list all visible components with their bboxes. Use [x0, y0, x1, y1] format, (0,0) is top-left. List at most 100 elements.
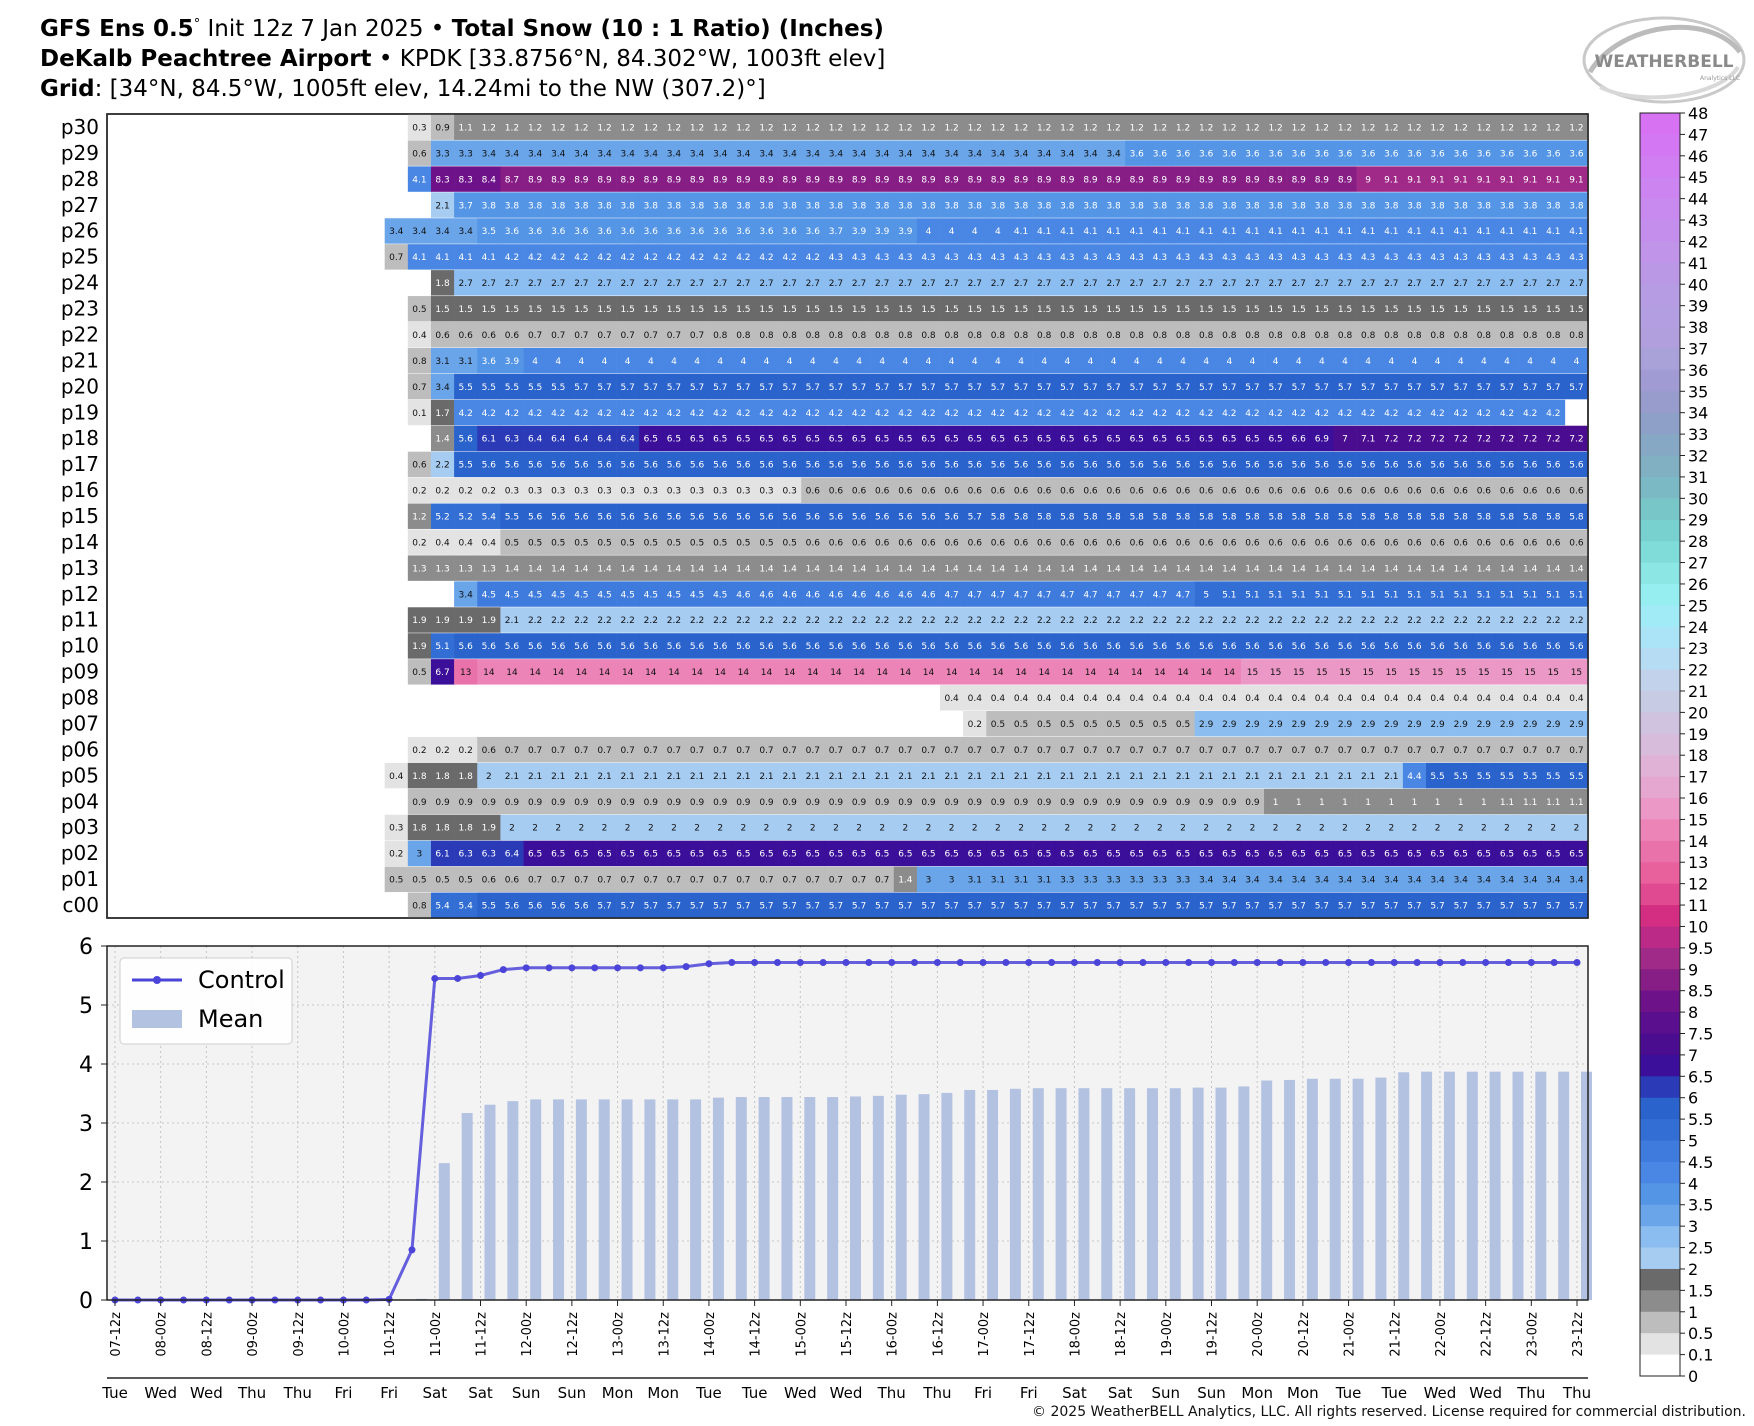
heat-cell-value: 0.9 [1083, 798, 1098, 808]
heat-cell [592, 218, 617, 244]
heat-cell-value: 0.6 [852, 487, 867, 497]
heat-cell [685, 321, 709, 348]
heat-cell-value: 2.7 [1454, 279, 1468, 289]
heat-cell [477, 114, 501, 140]
heat-cell-value: 0.8 [1523, 331, 1538, 341]
heat-cell [407, 140, 432, 166]
mean-bar [1375, 1077, 1387, 1300]
y-tick-label: 0 [79, 1289, 93, 1314]
day-label: Thu [922, 1384, 951, 1402]
heat-cell [986, 399, 1010, 426]
heat-cell-value: 5.6 [1407, 461, 1422, 471]
heat-cell [708, 166, 733, 192]
heat-cell-value: 0.6 [1315, 538, 1330, 548]
heat-cell-value: 5.8 [1176, 513, 1191, 523]
heat-cell-value: 1.4 [1546, 564, 1561, 574]
heat-cell-value: 5.6 [1245, 642, 1260, 652]
heat-cell-value: 14 [529, 668, 541, 678]
heat-cell [824, 218, 848, 244]
heat-cell-value: 4 [602, 357, 608, 367]
heat-cell-value: 4.3 [1338, 253, 1352, 263]
heat-cell-value: 6.5 [1222, 435, 1236, 445]
heat-cell [847, 399, 871, 426]
heat-cell-value: 4 [787, 357, 793, 367]
heat-cell-value: 0.3 [736, 487, 750, 497]
heat-cell-value: 5.7 [1153, 383, 1167, 393]
heat-cell [1333, 192, 1357, 218]
heat-cell-value: 1.2 [1361, 123, 1375, 133]
heat-cell-value: 0.2 [412, 538, 426, 548]
heat-cell [986, 373, 1010, 400]
heat-cell [1541, 270, 1566, 296]
heat-cell [1148, 192, 1172, 218]
heat-cell-value: 1.2 [1430, 123, 1444, 133]
heat-cell-value: 3.6 [574, 227, 589, 237]
heat-cell [731, 270, 756, 296]
heat-cell-value: 0.8 [991, 331, 1006, 341]
heat-cell-value: 6.5 [1037, 435, 1051, 445]
heat-cell-value: 1.4 [1407, 564, 1422, 574]
heat-cell-value: 2.1 [1153, 772, 1167, 782]
heat-cell-value: 1.4 [690, 564, 705, 574]
heat-cell-value: 3.8 [621, 201, 636, 211]
y-tick-label: 3 [79, 1112, 93, 1137]
heat-cell-value: 2.7 [759, 279, 773, 289]
heat-cell-value: 3.4 [713, 149, 728, 159]
heat-cell-value: 6.5 [1430, 850, 1444, 860]
heat-cell [546, 296, 571, 322]
day-label: Sun [558, 1384, 587, 1402]
heat-cell-value: 0.7 [991, 746, 1005, 756]
heat-cell-value: 0.6 [1083, 538, 1098, 548]
heat-cell-value: 0.7 [621, 876, 635, 886]
heat-cell-value: 2 [579, 824, 585, 834]
heat-cell-value: 4 [671, 357, 677, 367]
heat-cell-value: 2.2 [713, 616, 727, 626]
heat-cell [1264, 270, 1288, 296]
heat-cell-value: 3.6 [782, 227, 797, 237]
heat-cell-value: 14 [599, 668, 611, 678]
heat-cell [546, 244, 571, 270]
heat-cell [731, 140, 756, 166]
heat-cell-value: 2.1 [528, 772, 542, 782]
heat-cell-value: 1.2 [1037, 123, 1051, 133]
heat-cell [1333, 373, 1357, 400]
heat-cell-value: 6.5 [551, 850, 565, 860]
heat-cell-value: 1.2 [898, 123, 912, 133]
heat-cell-value: 0.7 [528, 331, 542, 341]
heat-cell [870, 399, 895, 426]
heat-cell [616, 270, 640, 296]
heat-cell-value: 4.7 [1083, 590, 1097, 600]
heat-cell-value: 4.3 [1268, 253, 1282, 263]
heat-cell-value: 5.6 [505, 902, 520, 912]
heat-cell-value: 1.4 [782, 564, 797, 574]
y-tick-label: 2 [79, 1171, 93, 1196]
heat-cell-value: 3.9 [898, 227, 913, 237]
heat-cell-value: 5.6 [1500, 642, 1515, 652]
heat-cell-value: 2.7 [1083, 279, 1097, 289]
y-tick-label: 5 [79, 994, 93, 1019]
heat-cell-value: 0.7 [621, 331, 635, 341]
heat-cell-value: 1.9 [482, 616, 497, 626]
colorbar-segment [1640, 883, 1680, 906]
heat-cell-value: 1.4 [944, 564, 959, 574]
heat-cell [430, 321, 455, 348]
heat-cell-value: 2 [833, 824, 839, 834]
heat-cell [1333, 166, 1357, 192]
heat-cell-value: 8.9 [991, 175, 1006, 185]
heat-cell [523, 114, 547, 140]
heat-cell-value: 0.7 [1500, 746, 1514, 756]
heat-cell-value: 3.4 [968, 149, 983, 159]
heat-cell-value: 1.4 [829, 564, 844, 574]
heat-cell-value: 1.4 [875, 564, 890, 574]
heat-cell-value: 4 [717, 357, 723, 367]
heat-cell-value: 3.8 [1268, 201, 1283, 211]
colorbar-label: 29 [1688, 511, 1708, 530]
heat-cell-value: 5.6 [921, 642, 936, 652]
heat-cell-value: 8.9 [1292, 175, 1307, 185]
heat-cell [1333, 347, 1357, 374]
row-label-p04: p04 [61, 789, 99, 813]
heat-cell-value: 5.6 [875, 642, 890, 652]
heat-cell-value: 2.2 [782, 616, 796, 626]
heat-cell-value: 2.9 [1546, 720, 1561, 730]
heat-cell-value: 0.5 [1153, 720, 1167, 730]
